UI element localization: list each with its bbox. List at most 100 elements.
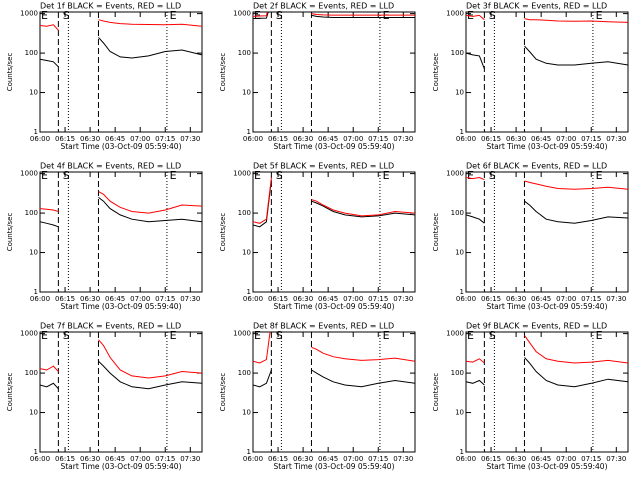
x-tick-label: 06:15 bbox=[268, 135, 288, 143]
y-axis-label: Counts/sec bbox=[6, 53, 14, 92]
x-axis-label: Start Time (03-Oct-09 05:59:40) bbox=[273, 302, 394, 311]
panel-title: Det 4f BLACK = Events, RED = LLD bbox=[40, 162, 181, 171]
x-axis-label: Start Time (03-Oct-09 05:59:40) bbox=[486, 142, 607, 151]
x-tick-label: 06:45 bbox=[531, 135, 551, 143]
x-tick-label: 07:00 bbox=[343, 135, 363, 143]
y-tick-label: 100 bbox=[25, 209, 38, 217]
y-axis-label: Counts/sec bbox=[432, 53, 440, 92]
y-tick-label: 1000 bbox=[20, 10, 38, 18]
x-tick-label: 07:15 bbox=[155, 455, 175, 463]
x-tick-label: 07:00 bbox=[130, 455, 150, 463]
panel: Det 5f BLACK = Events, RED = LLD 1 10 100 10… bbox=[219, 162, 416, 311]
marker-label: E bbox=[467, 9, 474, 22]
series-line bbox=[253, 332, 415, 364]
series-line bbox=[466, 45, 628, 69]
x-tick-label: 06:00 bbox=[456, 135, 476, 143]
series-line bbox=[466, 200, 628, 224]
panel: Det 2f BLACK = Events, RED = LLD 1 10 100 10… bbox=[219, 2, 416, 151]
x-axis-label: Start Time (03-Oct-09 05:59:40) bbox=[486, 302, 607, 311]
x-tick-label: 06:45 bbox=[531, 455, 551, 463]
x-tick-label: 06:15 bbox=[481, 135, 501, 143]
y-tick-label: 1 bbox=[247, 128, 251, 136]
x-tick-label: 06:45 bbox=[105, 455, 125, 463]
y-axis-label: Counts/sec bbox=[219, 213, 227, 252]
x-tick-label: 06:45 bbox=[318, 135, 338, 143]
marker-label: E bbox=[254, 329, 261, 342]
x-tick-label: 07:15 bbox=[368, 295, 388, 303]
marker-label: S bbox=[276, 329, 283, 342]
x-tick-label: 06:00 bbox=[30, 295, 50, 303]
x-tick-label: 06:30 bbox=[506, 295, 526, 303]
panel: Det 6f BLACK = Events, RED = LLD 1 10 100 10… bbox=[432, 162, 629, 311]
marker-label: S bbox=[63, 169, 70, 182]
marker-label: E bbox=[41, 169, 48, 182]
x-tick-label: 07:00 bbox=[556, 455, 576, 463]
panel-title: Det 5f BLACK = Events, RED = LLD bbox=[253, 162, 394, 171]
series-line bbox=[253, 12, 415, 17]
y-tick-label: 10 bbox=[29, 409, 38, 417]
y-tick-label: 1 bbox=[460, 128, 464, 136]
x-tick-label: 07:30 bbox=[393, 455, 413, 463]
panel-title: Det 7f BLACK = Events, RED = LLD bbox=[40, 322, 181, 331]
marker-label: E bbox=[596, 329, 603, 342]
y-tick-label: 10 bbox=[455, 409, 464, 417]
y-tick-label: 1000 bbox=[446, 330, 464, 338]
x-tick-label: 07:15 bbox=[581, 295, 601, 303]
y-tick-label: 10 bbox=[455, 89, 464, 97]
y-tick-label: 1000 bbox=[233, 10, 251, 18]
panel-title: Det 2f BLACK = Events, RED = LLD bbox=[253, 2, 394, 11]
x-tick-label: 06:30 bbox=[80, 455, 100, 463]
x-tick-label: 06:00 bbox=[243, 455, 263, 463]
y-tick-label: 10 bbox=[242, 409, 251, 417]
plot-frame bbox=[465, 331, 629, 453]
plot-frame bbox=[39, 171, 203, 293]
series-line bbox=[40, 191, 202, 214]
x-tick-label: 06:00 bbox=[243, 135, 263, 143]
x-tick-label: 06:45 bbox=[105, 295, 125, 303]
x-tick-label: 06:15 bbox=[55, 295, 75, 303]
x-tick-label: 06:45 bbox=[318, 295, 338, 303]
x-tick-label: 07:15 bbox=[368, 135, 388, 143]
y-tick-label: 1 bbox=[247, 448, 251, 456]
marker-label: E bbox=[383, 329, 390, 342]
panel-title: Det 1f BLACK = Events, RED = LLD bbox=[40, 2, 181, 11]
series-line bbox=[253, 177, 415, 224]
y-tick-label: 100 bbox=[25, 49, 38, 57]
panel-title: Det 8f BLACK = Events, RED = LLD bbox=[253, 322, 394, 331]
y-tick-label: 100 bbox=[25, 369, 38, 377]
x-tick-label: 06:00 bbox=[456, 295, 476, 303]
marker-label: S bbox=[489, 169, 496, 182]
x-tick-label: 07:00 bbox=[343, 295, 363, 303]
y-tick-label: 100 bbox=[451, 49, 464, 57]
marker-label: E bbox=[467, 169, 474, 182]
panel-title: Det 6f BLACK = Events, RED = LLD bbox=[466, 162, 607, 171]
series-line bbox=[40, 37, 202, 68]
marker-label: E bbox=[170, 9, 177, 22]
x-tick-label: 07:00 bbox=[130, 295, 150, 303]
y-tick-label: 100 bbox=[238, 369, 251, 377]
panel: Det 8f BLACK = Events, RED = LLD 1 10 100 10… bbox=[219, 322, 416, 471]
plot-frame bbox=[465, 11, 629, 133]
plot-frame bbox=[252, 171, 416, 293]
x-tick-label: 06:15 bbox=[481, 295, 501, 303]
y-axis-label: Counts/sec bbox=[6, 373, 14, 412]
x-tick-label: 07:00 bbox=[556, 295, 576, 303]
y-tick-label: 1000 bbox=[233, 170, 251, 178]
x-tick-label: 07:00 bbox=[556, 135, 576, 143]
x-tick-label: 07:30 bbox=[180, 455, 200, 463]
panel-title: Det 9f BLACK = Events, RED = LLD bbox=[466, 322, 607, 331]
x-tick-label: 06:15 bbox=[55, 135, 75, 143]
x-tick-label: 07:00 bbox=[130, 135, 150, 143]
x-tick-label: 07:15 bbox=[155, 135, 175, 143]
y-tick-label: 10 bbox=[29, 249, 38, 257]
x-axis-label: Start Time (03-Oct-09 05:59:40) bbox=[273, 142, 394, 151]
y-tick-label: 100 bbox=[451, 369, 464, 377]
marker-label: S bbox=[63, 329, 70, 342]
x-tick-label: 07:15 bbox=[581, 135, 601, 143]
y-axis-label: Counts/sec bbox=[432, 213, 440, 252]
marker-label: E bbox=[170, 329, 177, 342]
y-tick-label: 1 bbox=[460, 448, 464, 456]
x-tick-label: 06:15 bbox=[268, 455, 288, 463]
y-tick-label: 1 bbox=[247, 288, 251, 296]
x-tick-label: 07:30 bbox=[180, 295, 200, 303]
